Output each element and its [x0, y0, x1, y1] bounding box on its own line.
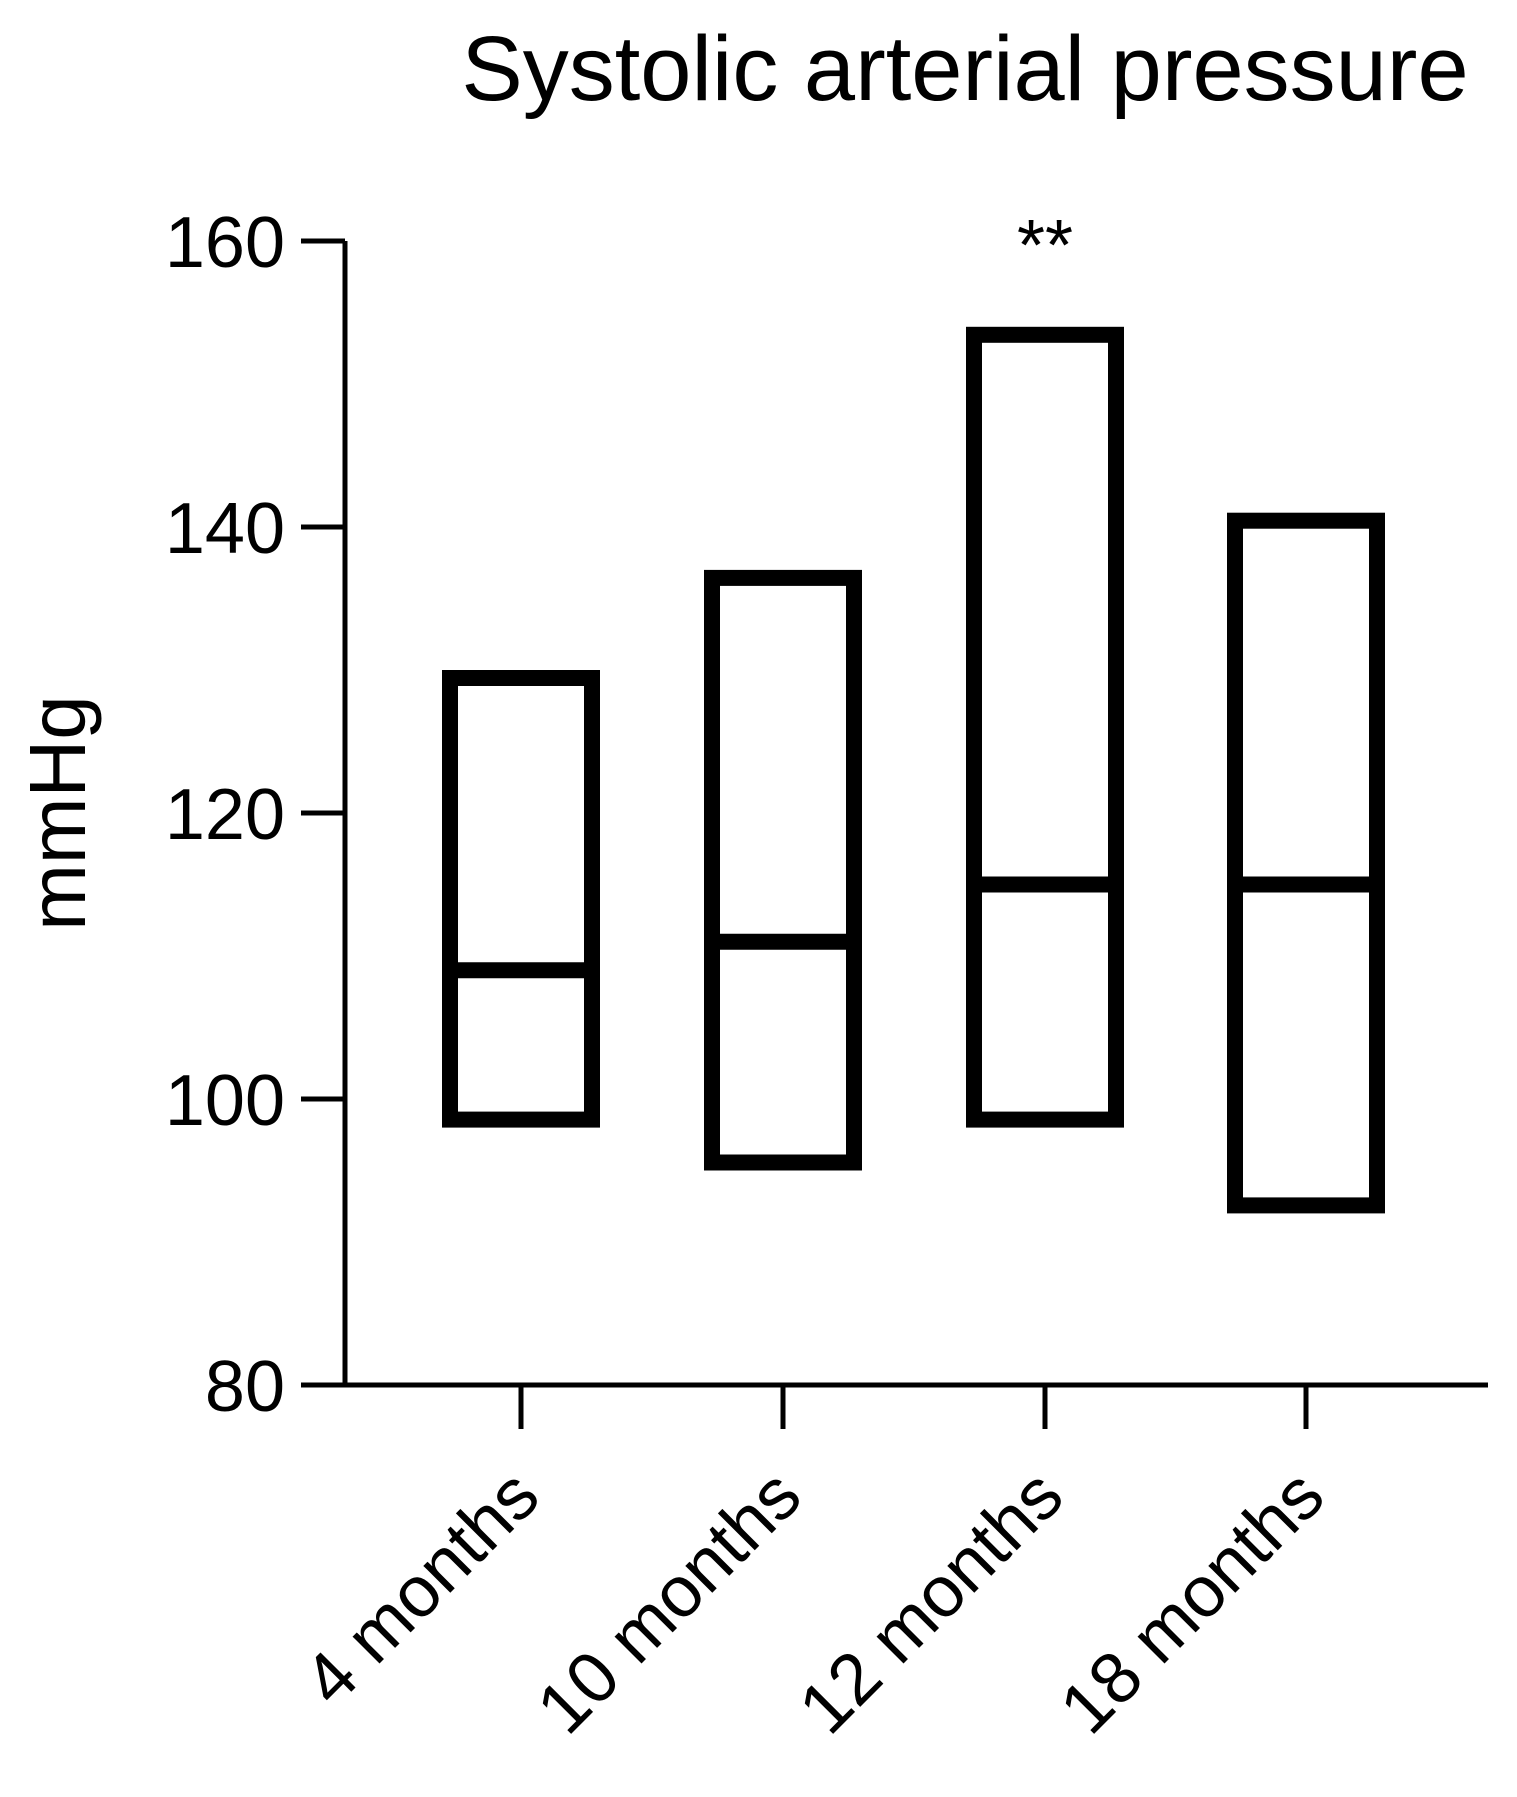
box-12-months [966, 326, 1124, 1128]
box-4-months [442, 670, 600, 1128]
x-tick-label: 18 months [1045, 1455, 1339, 1749]
box-18-months [1227, 512, 1385, 1214]
x-tick-label: 10 months [522, 1455, 816, 1749]
y-tick-label: 140 [165, 489, 285, 569]
x-tick-label: 4 months [288, 1455, 554, 1721]
x-tick-label: 12 months [784, 1455, 1078, 1749]
y-tick-label: 160 [165, 203, 285, 283]
chart-title: Systolic arterial pressure [461, 18, 1468, 120]
box-10-months [704, 569, 862, 1171]
y-tick-label: 80 [205, 1347, 285, 1427]
y-axis-label: mmHg [13, 695, 102, 931]
y-tick-label: 100 [165, 1061, 285, 1141]
significance-marker: ** [1017, 206, 1073, 286]
y-tick-label: 120 [165, 775, 285, 855]
